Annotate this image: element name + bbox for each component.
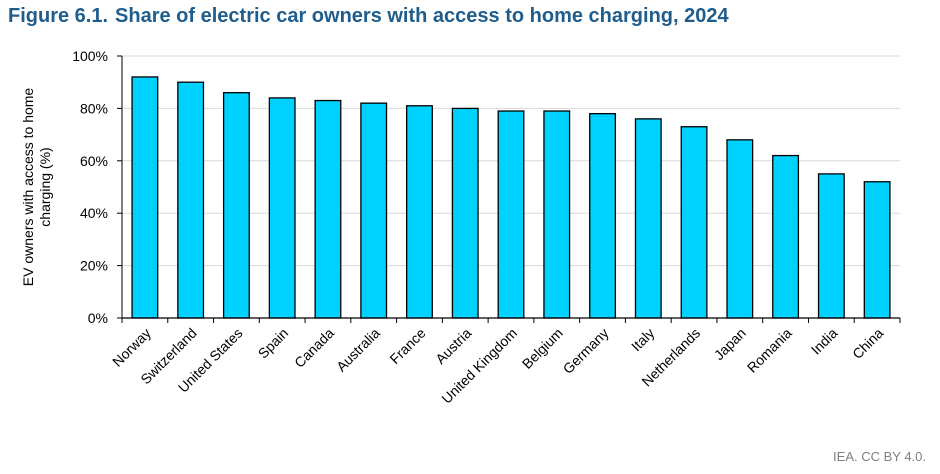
y-tick-label: 100% <box>72 48 108 64</box>
y-axis-label-line: EV owners with access to home <box>20 88 36 287</box>
bar-china <box>863 181 891 319</box>
bar-france <box>406 105 433 319</box>
bar-united-kingdom <box>497 110 525 319</box>
x-tick-label: Austria <box>432 325 474 367</box>
bars <box>131 76 891 319</box>
x-tick-label: Japan <box>711 325 749 363</box>
x-tick-label: Italy <box>628 325 657 354</box>
y-tick-label: 20% <box>80 258 108 274</box>
figure-number: Figure 6.1. <box>8 5 109 27</box>
bar-switzerland <box>177 81 205 319</box>
credit-text: IEA. CC BY 4.0. <box>833 449 926 464</box>
bar-australia <box>360 102 388 319</box>
bar-austria <box>451 107 479 319</box>
figure-title: Figure 6.1. Share of electric car owners … <box>8 5 729 28</box>
x-tick-label: Romania <box>744 325 795 376</box>
bar-india <box>817 173 845 319</box>
y-axis-label: EV owners with access to homecharging (%… <box>20 88 53 287</box>
y-tick-labels: 0% 20% 40% 60% 80% 100% <box>72 48 108 326</box>
x-tick-label: Australia <box>333 325 383 375</box>
bar-united-states <box>222 92 250 319</box>
bar-belgium <box>543 110 571 319</box>
y-axis-label-line: charging (%) <box>37 147 53 226</box>
bar-italy <box>634 118 662 319</box>
x-tick-label: Germany <box>560 325 612 377</box>
x-tick-label: India <box>808 325 841 358</box>
x-tick-label: Belgium <box>519 325 566 372</box>
bar-romania <box>772 154 800 319</box>
bar-japan <box>726 139 754 319</box>
x-tick-label: Norway <box>109 325 154 370</box>
x-tick-label: Canada <box>291 325 337 371</box>
bar-spain <box>268 97 296 319</box>
y-tick-label: 0% <box>88 310 108 326</box>
x-tick-label: Spain <box>255 325 292 362</box>
bar-canada <box>314 99 342 319</box>
bar-netherlands <box>680 126 708 319</box>
axes <box>117 55 901 323</box>
x-tick-label: China <box>849 325 886 362</box>
x-tick-label: France <box>386 325 428 367</box>
y-tick-label: 60% <box>80 153 108 169</box>
y-tick-label: 40% <box>80 205 108 221</box>
y-tick-label: 80% <box>80 100 108 116</box>
figure-title-text: Share of electric car owners with access… <box>115 5 729 27</box>
bar-germany <box>589 112 616 319</box>
bar-norway <box>131 76 159 319</box>
